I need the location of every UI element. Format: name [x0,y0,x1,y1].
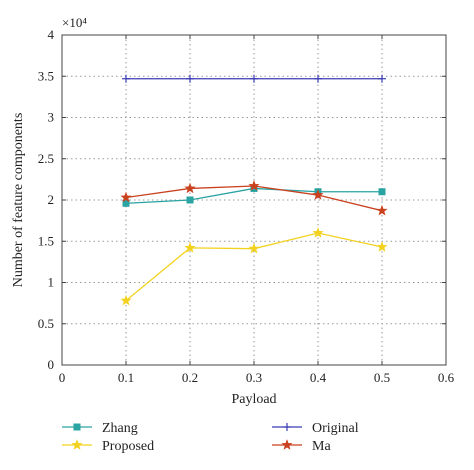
y-axis-label: Number of feature components [11,113,26,288]
x-axis-label: Payload [231,392,276,407]
y-tick-label: 4 [48,27,55,42]
series-proposed [120,227,388,306]
data-point-ma [184,182,196,194]
data-point-zhang [378,188,386,196]
y-tick-label: 2 [48,192,55,207]
legend-item-original: Original [272,421,359,436]
tick-labels: 0 0.1 0.2 0.3 0.4 0.5 0.6 0 0.5 1 1.5 2 2.5 3 3.5 4 [38,27,455,385]
data-point-original [122,74,130,83]
y-tick-label: 0.5 [38,316,54,331]
x-tick-label: 0 [59,370,66,385]
y-tick-label: 2.5 [38,151,54,166]
x-tick-label: 0.1 [118,370,134,385]
legend: Zhang Proposed Original Ma [62,421,359,454]
series-ma [120,180,388,216]
legend-label: Proposed [102,439,154,454]
legend-marker [73,423,81,431]
series-original [122,74,386,83]
grid [62,35,446,365]
x-tick-label: 0.6 [438,370,455,385]
legend-label: Zhang [102,421,138,436]
x-tick-label: 0.5 [374,370,390,385]
data-point-original [250,74,258,83]
data-point-proposed [312,227,324,238]
data-point-proposed [376,241,388,252]
x-tick-label: 0.2 [182,370,198,385]
y-tick-label: 3.5 [38,68,54,83]
y-axis-multiplier: ×10⁴ [62,15,87,30]
data-point-ma [248,180,260,191]
legend-label: Original [312,421,359,436]
data-point-ma [376,204,388,216]
legend-item-ma: Ma [272,439,331,454]
legend-item-proposed: Proposed [62,439,154,454]
data-point-proposed [248,242,260,254]
legend-marker [281,439,293,450]
data-point-original [186,74,194,83]
data-point-ma [312,189,324,200]
legend-item-zhang: Zhang [62,421,138,436]
data-point-proposed [184,241,196,253]
legend-marker [283,423,291,431]
data-point-proposed [120,294,132,306]
data-point-original [314,74,322,83]
legend-label: Ma [312,439,331,454]
x-tick-label: 0.3 [246,370,262,385]
data-point-original [378,74,386,83]
y-tick-label: 1 [48,275,55,290]
series-zhang [122,184,386,207]
data-point-zhang [122,199,130,207]
y-tick-label: 0 [48,357,55,372]
y-tick-label: 1.5 [38,233,54,248]
axes [61,34,447,366]
legend-marker [71,439,83,450]
data-point-ma [120,191,132,203]
series-layer [120,74,388,306]
x-tick-label: 0.4 [310,370,327,385]
y-tick-label: 3 [48,110,55,125]
data-point-zhang [186,196,194,204]
